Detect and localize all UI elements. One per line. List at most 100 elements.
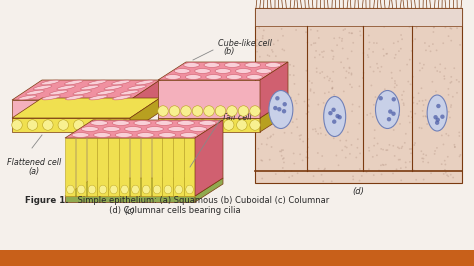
- Circle shape: [308, 105, 310, 107]
- Polygon shape: [158, 100, 288, 118]
- Circle shape: [409, 122, 410, 123]
- Circle shape: [391, 72, 392, 74]
- Circle shape: [302, 141, 304, 143]
- Circle shape: [452, 177, 454, 178]
- Circle shape: [328, 11, 329, 13]
- Circle shape: [282, 101, 283, 102]
- Circle shape: [348, 32, 350, 34]
- Circle shape: [260, 117, 262, 119]
- Ellipse shape: [185, 74, 201, 79]
- Circle shape: [321, 155, 323, 157]
- Circle shape: [289, 74, 291, 76]
- Circle shape: [443, 10, 445, 12]
- Circle shape: [367, 54, 369, 56]
- Ellipse shape: [67, 185, 74, 194]
- Circle shape: [399, 123, 401, 125]
- Ellipse shape: [88, 80, 107, 85]
- Circle shape: [400, 167, 402, 169]
- Ellipse shape: [146, 127, 164, 131]
- Circle shape: [308, 99, 310, 101]
- Circle shape: [444, 78, 446, 80]
- Circle shape: [411, 116, 413, 118]
- Polygon shape: [12, 80, 160, 100]
- Circle shape: [392, 97, 396, 102]
- Circle shape: [400, 48, 402, 49]
- Circle shape: [445, 27, 447, 28]
- Text: (d) Columnar cells bearing cilia: (d) Columnar cells bearing cilia: [75, 206, 241, 215]
- Circle shape: [323, 102, 325, 104]
- Ellipse shape: [89, 95, 108, 100]
- Text: (a): (a): [28, 167, 39, 176]
- Circle shape: [437, 70, 438, 72]
- Circle shape: [434, 122, 436, 123]
- Circle shape: [362, 16, 364, 18]
- Ellipse shape: [427, 95, 447, 131]
- Circle shape: [415, 179, 417, 181]
- Circle shape: [416, 103, 418, 105]
- Circle shape: [393, 117, 395, 119]
- Circle shape: [331, 180, 333, 182]
- Circle shape: [332, 58, 334, 60]
- Circle shape: [313, 92, 315, 94]
- Circle shape: [307, 147, 309, 148]
- Circle shape: [383, 10, 384, 12]
- Circle shape: [258, 27, 260, 29]
- Circle shape: [250, 106, 260, 116]
- Circle shape: [363, 52, 365, 54]
- Circle shape: [319, 54, 320, 56]
- Ellipse shape: [186, 185, 193, 194]
- Bar: [158, 80, 260, 118]
- Circle shape: [288, 176, 290, 178]
- Circle shape: [368, 35, 370, 36]
- Circle shape: [332, 87, 333, 89]
- Circle shape: [171, 120, 182, 130]
- Circle shape: [431, 81, 433, 83]
- Circle shape: [274, 10, 276, 12]
- Circle shape: [89, 120, 100, 130]
- Circle shape: [297, 172, 299, 174]
- Ellipse shape: [190, 127, 207, 131]
- Circle shape: [269, 78, 271, 80]
- Circle shape: [420, 150, 422, 152]
- Circle shape: [273, 134, 274, 135]
- Circle shape: [310, 88, 311, 90]
- Circle shape: [366, 114, 368, 116]
- Circle shape: [282, 35, 284, 37]
- Circle shape: [307, 104, 309, 106]
- Circle shape: [339, 22, 341, 23]
- Circle shape: [385, 149, 387, 151]
- Ellipse shape: [174, 69, 190, 73]
- Ellipse shape: [49, 90, 68, 95]
- Circle shape: [306, 70, 307, 72]
- Ellipse shape: [269, 90, 293, 128]
- Circle shape: [266, 93, 268, 94]
- Ellipse shape: [143, 185, 150, 194]
- Circle shape: [392, 173, 394, 174]
- Circle shape: [429, 12, 431, 14]
- Circle shape: [331, 88, 333, 90]
- Circle shape: [379, 71, 381, 73]
- Circle shape: [381, 66, 383, 68]
- Circle shape: [268, 55, 270, 57]
- Circle shape: [369, 66, 371, 68]
- Circle shape: [423, 104, 425, 106]
- Circle shape: [425, 154, 427, 156]
- Circle shape: [299, 23, 301, 24]
- Ellipse shape: [256, 69, 272, 73]
- Circle shape: [420, 87, 422, 89]
- Bar: [255, 8, 462, 26]
- Circle shape: [407, 22, 408, 23]
- Circle shape: [423, 64, 425, 66]
- Circle shape: [341, 40, 343, 42]
- Circle shape: [262, 35, 264, 37]
- Circle shape: [458, 131, 460, 133]
- Circle shape: [447, 35, 449, 37]
- Circle shape: [351, 144, 352, 146]
- Circle shape: [272, 51, 273, 53]
- Circle shape: [458, 135, 460, 137]
- Circle shape: [344, 28, 346, 30]
- Circle shape: [27, 120, 37, 130]
- Circle shape: [391, 77, 393, 79]
- Circle shape: [269, 107, 271, 109]
- Circle shape: [434, 66, 436, 68]
